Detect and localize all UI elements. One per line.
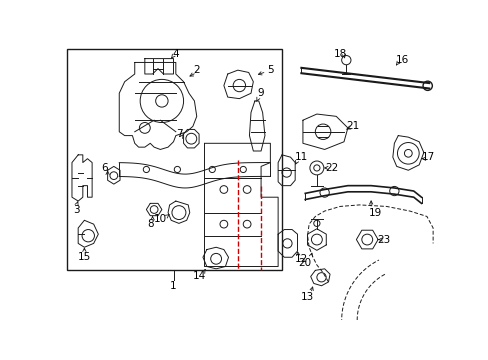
Text: 16: 16: [395, 55, 408, 65]
Text: 20: 20: [298, 258, 311, 267]
Bar: [67, 49, 282, 270]
Text: 13: 13: [300, 292, 314, 302]
Text: 7: 7: [175, 129, 182, 139]
Text: 17: 17: [421, 152, 434, 162]
Text: 14: 14: [192, 271, 205, 281]
Text: 19: 19: [367, 208, 381, 217]
Text: 22: 22: [325, 163, 338, 173]
Text: 8: 8: [146, 219, 153, 229]
Text: 9: 9: [257, 88, 264, 98]
Text: 12: 12: [294, 254, 307, 264]
Text: 5: 5: [266, 65, 273, 75]
Text: 23: 23: [377, 235, 390, 244]
Text: 2: 2: [193, 65, 200, 75]
Text: 18: 18: [333, 49, 346, 59]
Text: 15: 15: [78, 252, 91, 262]
Text: 1: 1: [170, 281, 177, 291]
Text: 11: 11: [294, 152, 307, 162]
Text: 10: 10: [153, 214, 166, 224]
Text: 4: 4: [172, 49, 179, 59]
Text: 21: 21: [345, 121, 358, 131]
Text: 3: 3: [73, 204, 80, 215]
Text: 6: 6: [101, 163, 108, 173]
